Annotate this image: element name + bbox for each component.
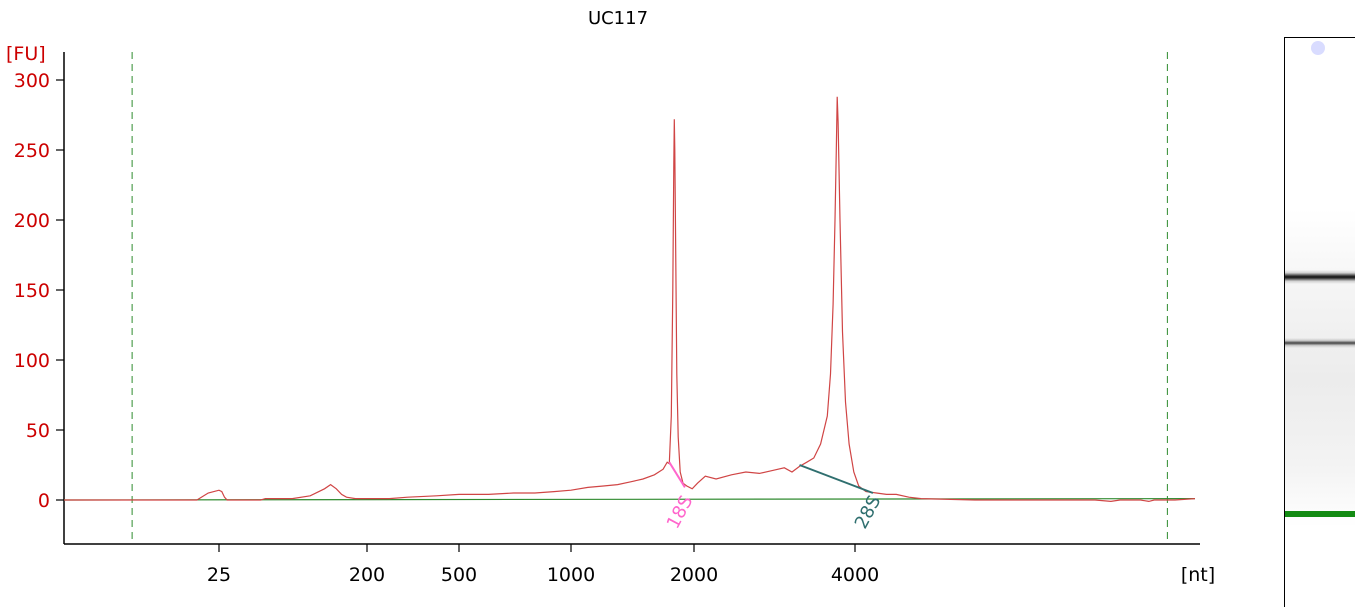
- x-axis: [nt]: [64, 543, 1215, 586]
- electropherogram-chart: UC117 [FU] [nt] 0 50 100 150 200 250 300 25 200…: [6, 8, 1215, 586]
- y-tick-label: 300: [14, 70, 50, 92]
- peak-span-line: [668, 461, 686, 488]
- y-tick-label: 0: [38, 490, 50, 512]
- chart-title: UC117: [588, 8, 648, 29]
- x-axis-label: [nt]: [1181, 564, 1215, 586]
- x-ticks: 25 200 500 1000 2000 4000: [207, 544, 879, 586]
- y-tick-label: 50: [26, 420, 50, 442]
- gel-well-icon: [1311, 41, 1325, 55]
- y-axis-label: [FU]: [6, 43, 46, 65]
- y-tick-label: 250: [14, 140, 50, 162]
- gel-band: [1285, 510, 1355, 517]
- gel-band: [1285, 337, 1355, 348]
- y-tick-label: 200: [14, 210, 50, 232]
- peak-annotations: 18S 28S: [663, 461, 886, 532]
- x-tick-label: 4000: [831, 564, 879, 586]
- peak-span-line: [799, 464, 874, 494]
- x-tick-label: 2000: [670, 564, 718, 586]
- x-tick-label: 25: [207, 564, 231, 586]
- x-tick-label: 1000: [547, 564, 595, 586]
- gel-lane-background: [1285, 38, 1355, 607]
- peak-label: 18S: [663, 492, 698, 532]
- trace-line: [64, 96, 1196, 503]
- y-tick-label: 100: [14, 350, 50, 372]
- trace: [64, 96, 1196, 503]
- y-ticks: 0 50 100 150 200 250 300: [14, 70, 64, 512]
- x-tick-label: 500: [441, 564, 477, 586]
- peak-label: 28S: [851, 492, 886, 532]
- y-tick-label: 150: [14, 280, 50, 302]
- x-tick-label: 200: [349, 564, 385, 586]
- marker-lines: [131, 52, 1168, 544]
- gel-image: [1284, 37, 1355, 607]
- y-axis: [FU]: [6, 43, 65, 544]
- gel-band: [1285, 270, 1355, 285]
